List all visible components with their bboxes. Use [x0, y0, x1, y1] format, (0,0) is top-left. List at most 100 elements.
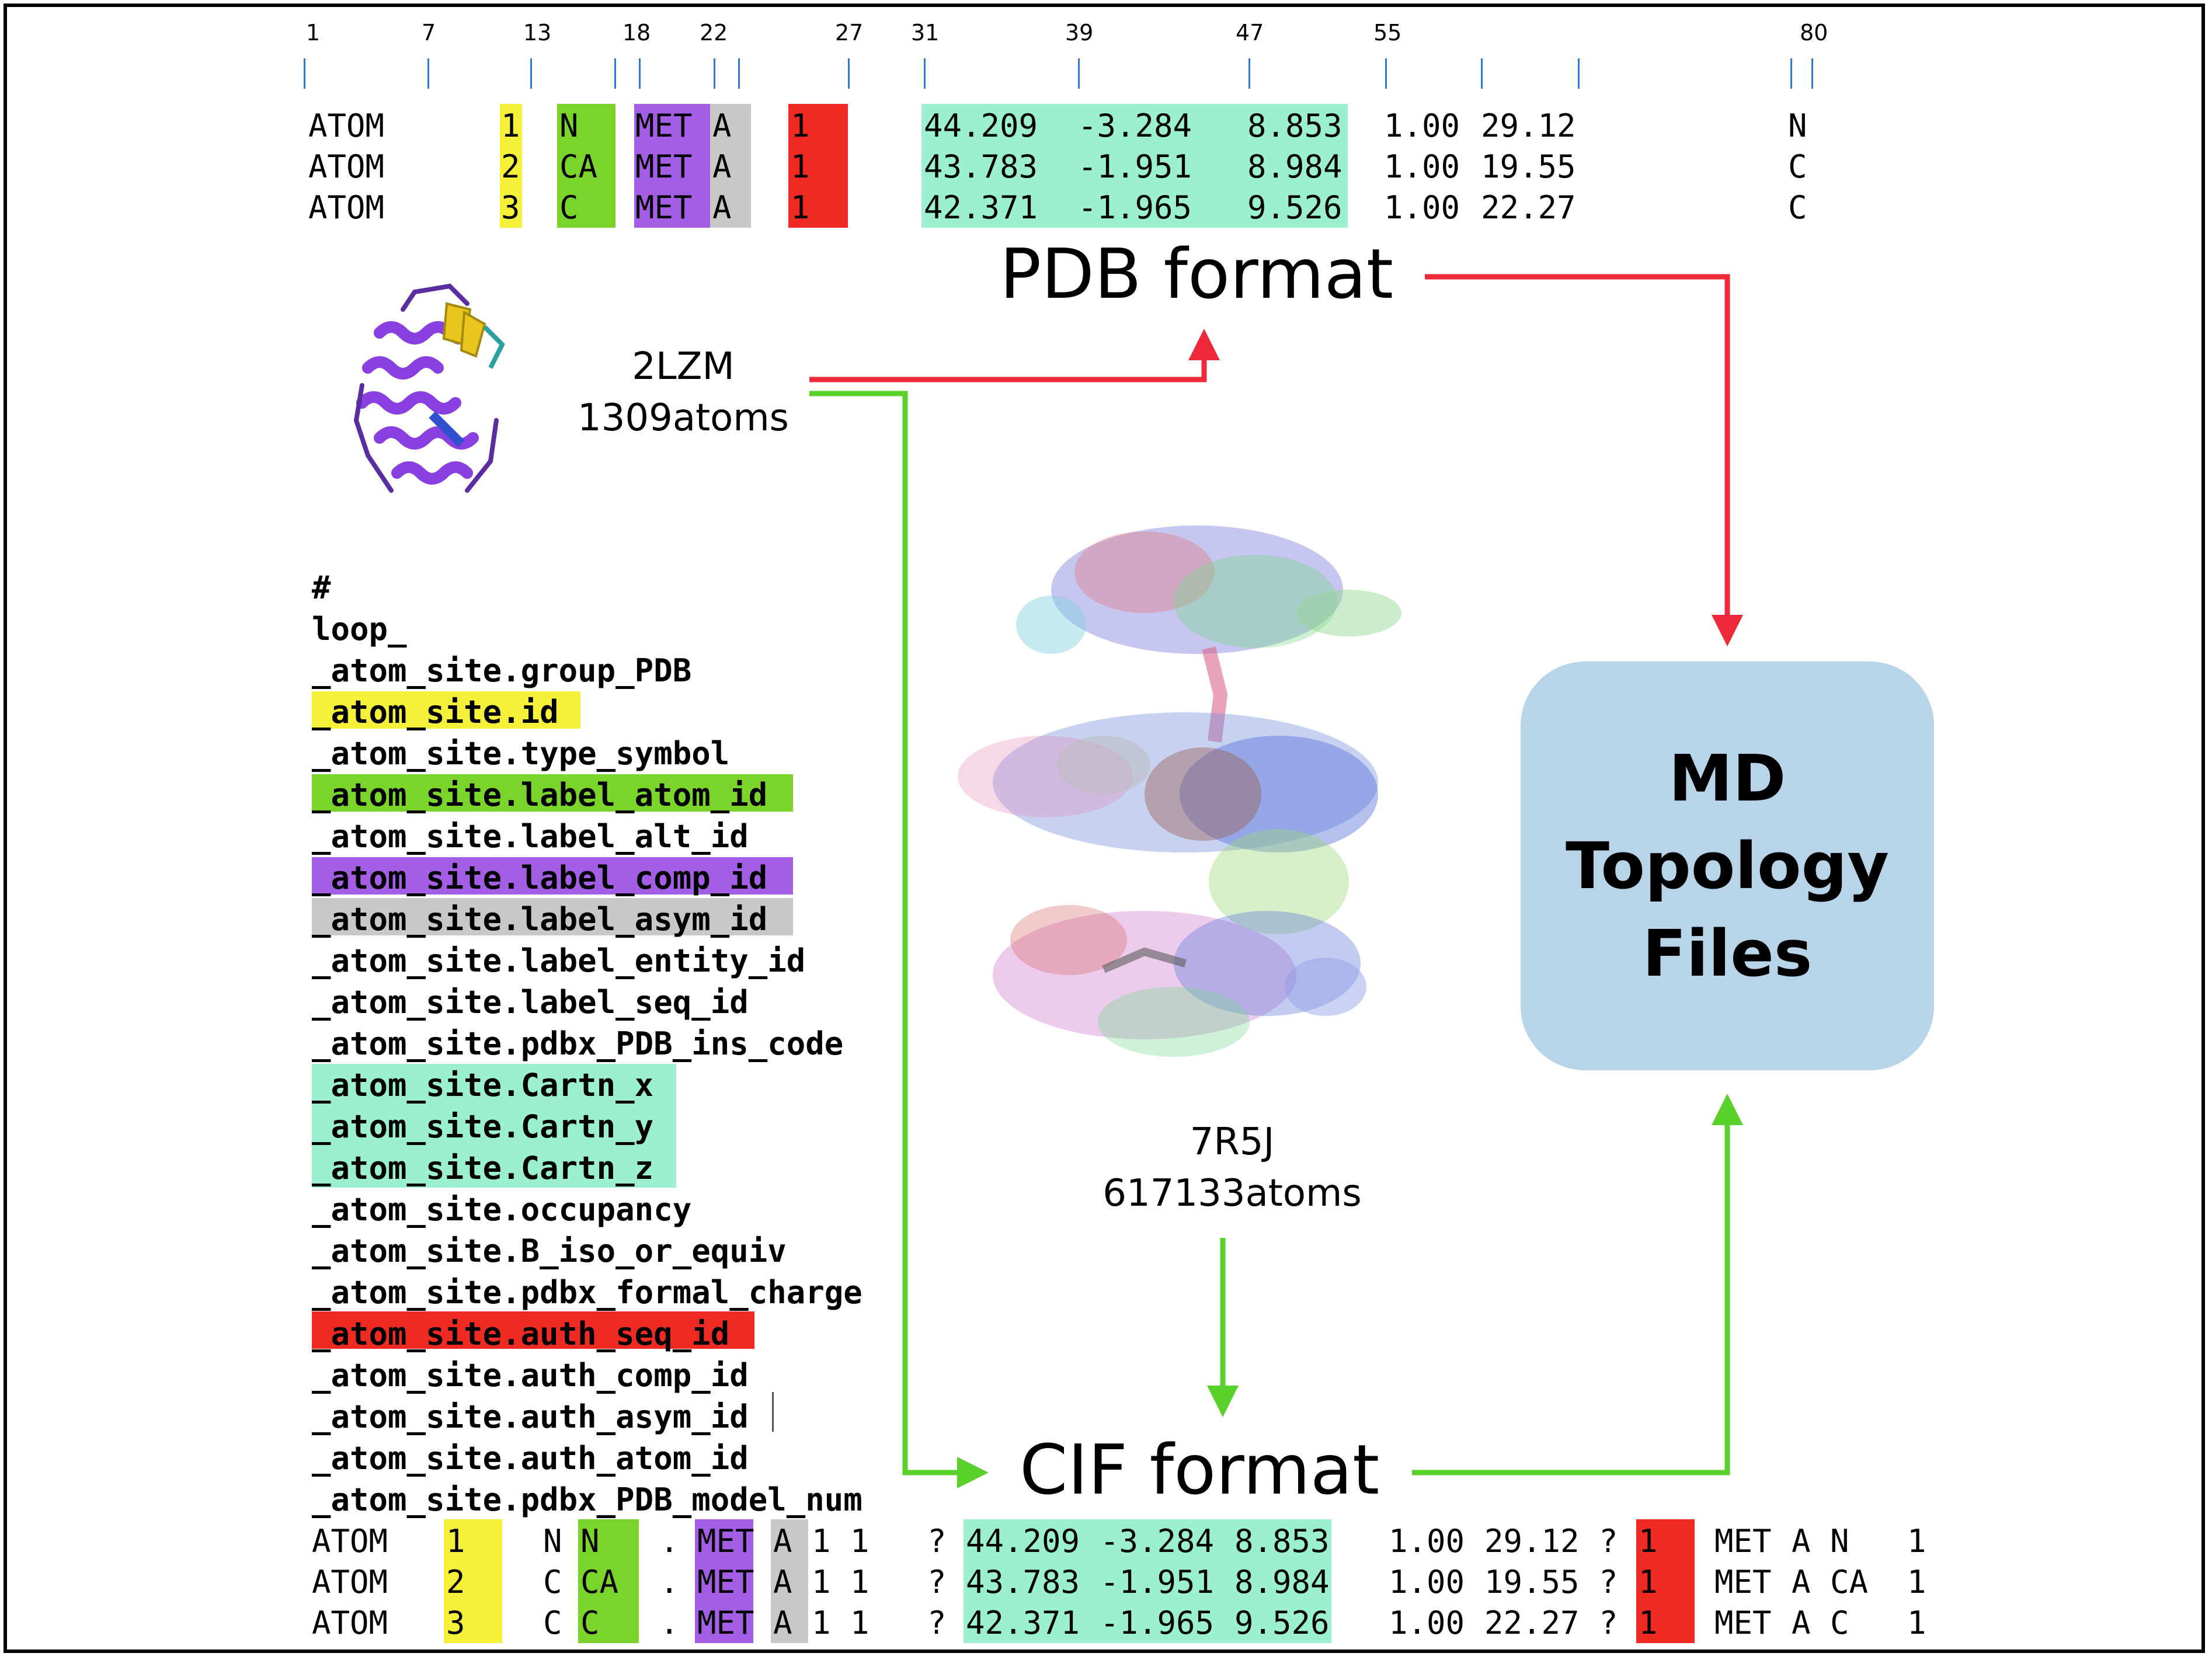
- pdb-z: 8.984: [1247, 148, 1342, 185]
- ruler-label: 22: [700, 20, 728, 46]
- pdb-element: N: [1788, 107, 1807, 144]
- cif-model-num: 1: [1907, 1564, 1926, 1600]
- pdb-residue-name: MET: [635, 148, 693, 185]
- small-structure-caption: 2LZM 1309atoms: [561, 341, 806, 444]
- ruler-tick: [614, 58, 616, 89]
- ruler-tick: [714, 58, 715, 89]
- cif-row-seq-highlight: [1636, 1519, 1695, 1643]
- cif-comp-id: MET: [697, 1605, 754, 1641]
- pdb-residue-seq: 1: [791, 148, 810, 185]
- pdb-seq-highlight: [788, 104, 848, 228]
- ruler-label: 13: [523, 20, 552, 46]
- cif-id-highlight: [312, 691, 580, 729]
- cif-x: 44.209: [966, 1523, 1080, 1560]
- pdb-record-name: ATOM: [308, 107, 385, 144]
- cif-asym-id: A: [773, 1605, 792, 1641]
- cif-format-title: CIF format: [1020, 1429, 1380, 1510]
- text-cursor: [772, 1392, 774, 1432]
- cif-entity-id: 1: [812, 1605, 831, 1641]
- cif-bfactor: 29.12: [1484, 1523, 1580, 1560]
- pdb-format-title: PDB format: [1000, 234, 1394, 314]
- cif-comp-id: MET: [697, 1564, 754, 1600]
- ruler-tick: [1385, 58, 1387, 89]
- large-structure-caption: 7R5J 617133atoms: [1069, 1116, 1396, 1219]
- cif-asym-id: A: [773, 1564, 792, 1600]
- cif-auth-comp: MET: [1714, 1523, 1772, 1560]
- cif-header-line: _atom_site.auth_seq_id: [312, 1316, 730, 1352]
- cif-formal-charge: ?: [1599, 1605, 1618, 1641]
- pdb-y: -3.284: [1078, 107, 1192, 144]
- pdb-element: C: [1788, 148, 1807, 185]
- cif-row-id-highlight: [444, 1519, 502, 1643]
- ruler-label: 7: [422, 20, 436, 46]
- small-structure-atoms: 1309atoms: [577, 396, 789, 440]
- cif-atom-serial: 1: [446, 1523, 465, 1560]
- cif-alt-id: .: [660, 1605, 679, 1641]
- cif-entity-id: 1: [812, 1564, 831, 1600]
- cif-occupancy: 1.00: [1389, 1523, 1465, 1560]
- cif-seq-id: 1: [850, 1564, 870, 1600]
- cif-row-atom-highlight: [578, 1519, 639, 1643]
- pdb-atom-serial: 2: [501, 148, 520, 185]
- cif-auth-asym: A: [1792, 1564, 1811, 1600]
- cif-header-line: #: [312, 569, 331, 606]
- pdb-residue-name: MET: [635, 107, 693, 144]
- cif-header-line: _atom_site.label_entity_id: [312, 942, 806, 979]
- cif-x: 43.783: [966, 1564, 1080, 1600]
- cif-header-line: _atom_site.label_asym_id: [312, 901, 768, 938]
- ruler-tick: [1790, 58, 1792, 89]
- cif-model-num: 1: [1907, 1523, 1926, 1560]
- cif-header-line: _atom_site.pdbx_PDB_model_num: [312, 1481, 862, 1518]
- pdb-atom-name: C: [559, 189, 579, 226]
- cif-header-line: _atom_site.auth_atom_id: [312, 1440, 749, 1477]
- cif-y: -1.951: [1100, 1564, 1215, 1600]
- cif-auth-seq: 1: [1639, 1523, 1658, 1560]
- pdb-y: -1.965: [1078, 189, 1192, 226]
- cif-auth-comp: MET: [1714, 1605, 1772, 1641]
- cif-header-line: _atom_site.label_seq_id: [312, 984, 749, 1021]
- cif-z: 8.853: [1234, 1523, 1330, 1560]
- ruler-tick: [848, 58, 850, 89]
- pdb-chain-id: A: [712, 148, 732, 185]
- cif-atom-name: CA: [580, 1564, 619, 1600]
- cif-header-line: _atom_site.auth_asym_id: [312, 1398, 749, 1435]
- cif-header-line: _atom_site.Cartn_x: [312, 1067, 654, 1104]
- ruler-tick: [530, 58, 532, 89]
- pdb-residue-name: MET: [635, 189, 693, 226]
- cif-seq-id: 1: [850, 1523, 870, 1560]
- ruler-label: 47: [1236, 20, 1264, 46]
- pdb-element: C: [1788, 189, 1807, 226]
- ruler-tick: [738, 58, 740, 89]
- cif-seq-id: 1: [850, 1605, 870, 1641]
- cif-header-line: loop_: [312, 611, 407, 648]
- cif-header-line: _atom_site.Cartn_z: [312, 1150, 654, 1186]
- pdb-atom-name: N: [559, 107, 579, 144]
- pdb-record-name: ATOM: [308, 148, 385, 185]
- cif-header-line: _atom_site.label_alt_id: [312, 818, 749, 855]
- ruler-tick: [1481, 58, 1483, 89]
- pdb-atom-name: CA: [559, 148, 598, 185]
- cif-asym-id: A: [773, 1523, 792, 1560]
- ruler-label: 55: [1373, 20, 1402, 46]
- pdb-atom-serial: 1: [501, 107, 520, 144]
- md-title-line: MD: [1668, 741, 1786, 816]
- cif-header-line: _atom_site.group_PDB: [312, 652, 692, 689]
- cif-header-line: _atom_site.Cartn_y: [312, 1108, 654, 1145]
- cif-auth-atom: C: [1830, 1605, 1849, 1641]
- cif-header-line: _atom_site.pdbx_PDB_ins_code: [312, 1025, 844, 1062]
- cif-z: 9.526: [1234, 1605, 1330, 1641]
- cif-atom-highlight: [312, 774, 793, 812]
- cif-ins-code: ?: [927, 1605, 947, 1641]
- cif-alt-id: .: [660, 1523, 679, 1560]
- pdb-id-highlight: [500, 104, 522, 228]
- cif-occupancy: 1.00: [1389, 1605, 1465, 1641]
- cif-header-line: _atom_site.label_atom_id: [312, 777, 768, 813]
- cif-atom-serial: 2: [446, 1564, 465, 1600]
- cif-comp-id: MET: [697, 1523, 754, 1560]
- ruler-tick: [1811, 58, 1813, 89]
- cif-type-symbol: N: [543, 1523, 562, 1560]
- pdb-z: 9.526: [1247, 189, 1342, 226]
- small-structure-id: 2LZM: [632, 345, 735, 388]
- ruler-label: 18: [622, 20, 651, 46]
